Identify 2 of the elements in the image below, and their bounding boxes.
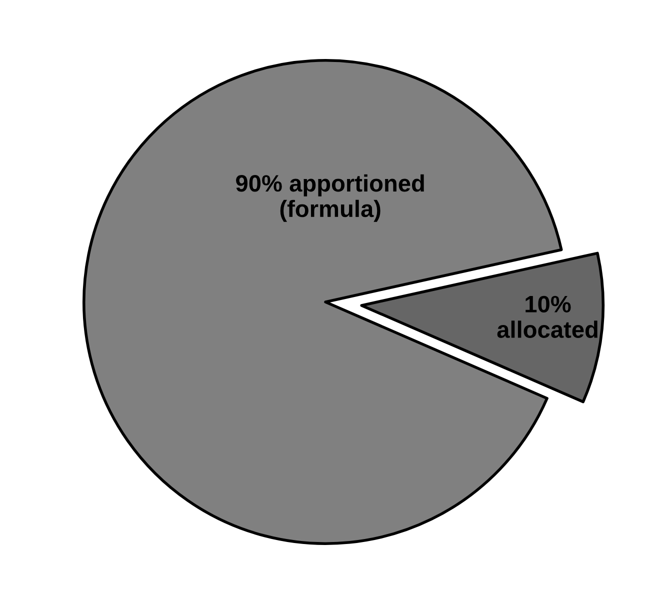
slice-label: 90% apportioned (formula) — [236, 174, 424, 222]
slice-label: 10% allocated — [497, 296, 598, 338]
